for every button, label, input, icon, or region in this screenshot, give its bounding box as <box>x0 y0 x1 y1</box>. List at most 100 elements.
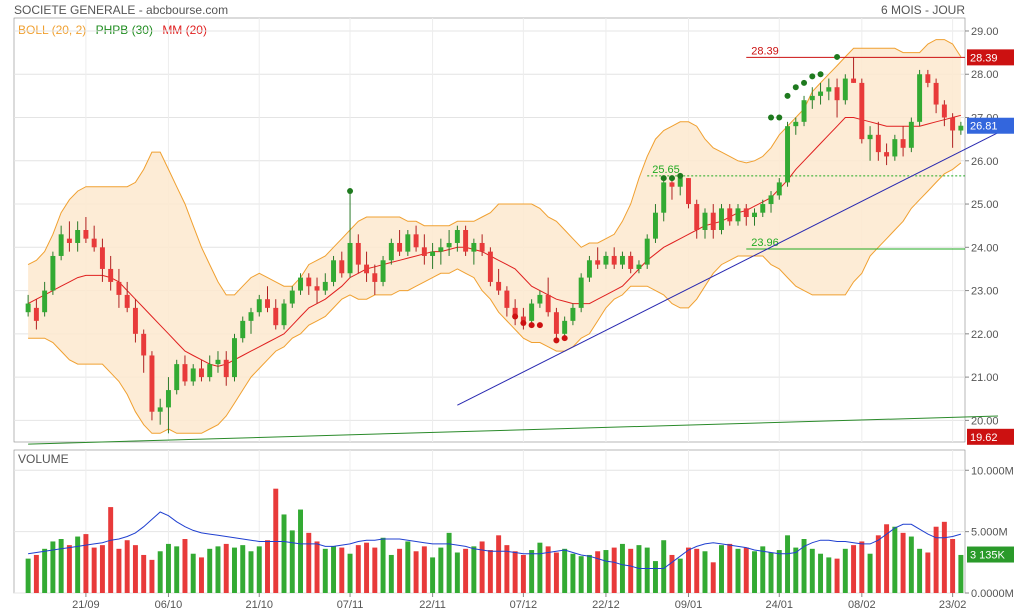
volume-bar <box>380 537 386 593</box>
volume-bar <box>710 562 716 593</box>
max-price-tag: 28.39 <box>970 52 998 64</box>
x-tick-label: 08/02 <box>848 599 876 611</box>
volume-bar <box>834 558 840 593</box>
phpb-marker <box>561 335 568 342</box>
candle-body <box>752 212 757 218</box>
candle-body <box>25 303 31 313</box>
volume-bar <box>314 541 320 593</box>
volume-bar <box>529 550 535 593</box>
volume-bar <box>537 542 543 593</box>
x-tick-label: 24/01 <box>766 599 794 611</box>
volume-bar <box>479 541 485 593</box>
candle-body <box>388 242 394 261</box>
volume-bar <box>463 548 469 593</box>
phpb-marker <box>512 313 519 320</box>
candle-body <box>132 307 138 334</box>
volume-bar <box>256 546 262 593</box>
volume-bar <box>851 545 857 593</box>
volume-bar <box>364 542 370 593</box>
volume-bar <box>677 558 683 593</box>
candle-body <box>677 178 683 187</box>
volume-bar <box>875 535 881 593</box>
candle-body <box>545 294 551 313</box>
volume-tick-label: 5.000M <box>971 527 1008 539</box>
volume-bar <box>372 547 378 593</box>
candle-body <box>694 204 700 230</box>
candle-body <box>50 255 56 291</box>
phpb-marker <box>677 172 684 179</box>
candle-body <box>735 208 741 222</box>
volume-bar <box>75 536 81 593</box>
volume-bar <box>99 545 105 593</box>
volume-bar <box>933 526 939 593</box>
candle-body <box>809 95 815 101</box>
candle-body <box>116 281 122 295</box>
volume-bar <box>198 557 204 593</box>
candle-body <box>537 294 543 304</box>
volume-bar <box>545 546 551 593</box>
volume-bar <box>809 548 815 593</box>
volume-bar <box>925 552 931 593</box>
candle-body <box>240 320 246 339</box>
candle-body <box>446 242 452 248</box>
volume-bar <box>454 552 460 593</box>
volume-bar <box>248 551 254 593</box>
candle-body <box>743 208 749 218</box>
x-tick-label: 06/10 <box>155 599 183 611</box>
volume-bar <box>661 540 667 593</box>
last-volume-tag-bg <box>967 546 1014 563</box>
candle-body <box>182 364 188 382</box>
candle-body <box>595 260 601 265</box>
y-tick-label: 21.00 <box>971 372 999 384</box>
volume-bar <box>83 534 89 593</box>
min-price-tag-bg <box>967 428 1014 445</box>
volume-bar <box>611 547 617 593</box>
candle-body <box>174 364 180 391</box>
legend-boll: BOLL (20, 2) <box>18 23 87 37</box>
candle-body <box>586 260 592 278</box>
phpb-marker <box>809 73 816 80</box>
volume-bar <box>719 545 724 593</box>
candle-body <box>314 286 320 291</box>
volume-bar <box>743 547 749 593</box>
candle-body <box>322 281 328 291</box>
volume-bar <box>471 546 477 593</box>
volume-bar <box>652 561 658 593</box>
volume-bar <box>281 514 287 593</box>
candle-body <box>75 230 81 243</box>
volume-bar <box>752 551 757 593</box>
phpb-marker <box>817 71 824 78</box>
y-tick-label: 24.00 <box>971 242 999 254</box>
candle-body <box>58 234 64 256</box>
volume-bar <box>686 547 691 593</box>
candle-body <box>867 134 873 140</box>
candle-body <box>298 277 303 291</box>
volume-bar <box>644 547 650 593</box>
period-label: 6 MOIS - JOUR <box>880 3 965 17</box>
phpb-marker <box>520 320 527 327</box>
volume-bar <box>727 543 733 593</box>
x-tick-label: 07/12 <box>510 599 538 611</box>
candle-body <box>232 338 237 378</box>
candle-body <box>281 303 287 326</box>
volume-bar <box>595 551 601 593</box>
candle-body <box>364 264 370 274</box>
candle-body <box>215 359 221 365</box>
candle-body <box>727 208 733 222</box>
x-tick-label: 22/12 <box>592 599 620 611</box>
volume-bar <box>182 539 188 593</box>
level-label: 28.39 <box>751 45 779 57</box>
volume-bar <box>603 550 609 593</box>
candle-body <box>785 126 791 183</box>
volume-bar <box>232 547 237 593</box>
price-panel-frame <box>13 17 966 443</box>
phpb-marker <box>668 175 675 182</box>
volume-bar <box>842 548 848 593</box>
trendline <box>457 132 999 406</box>
chart-title: SOCIETE GENERALE - abcbourse.com <box>14 3 229 17</box>
phpb-marker <box>768 114 775 121</box>
candle-body <box>339 260 345 274</box>
candle-body <box>562 320 568 334</box>
volume-bar <box>25 558 31 593</box>
